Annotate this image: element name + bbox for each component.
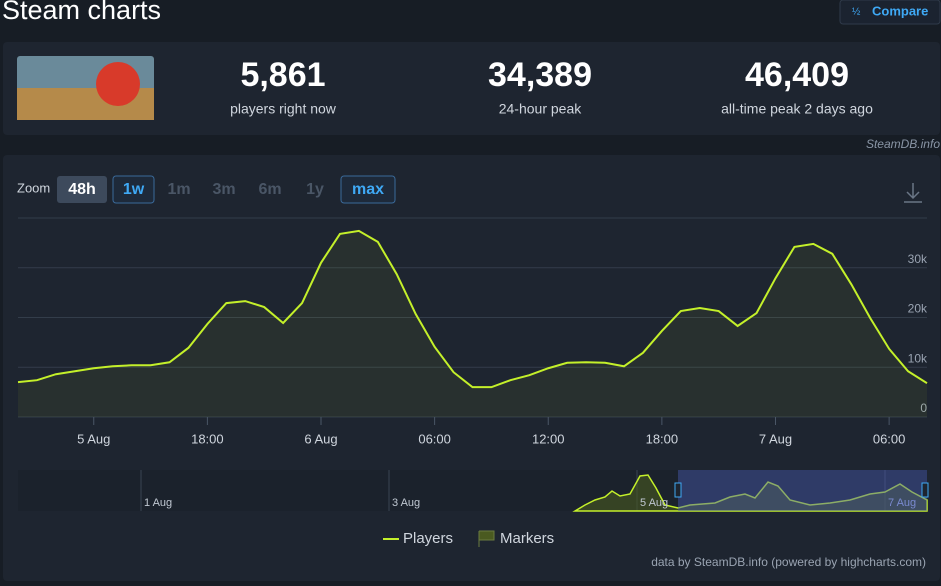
nav-series xyxy=(572,474,928,512)
zoom-label[interactable]: max xyxy=(352,181,384,198)
y-tick-label: 0 xyxy=(920,401,927,415)
zoom-label[interactable]: 48h xyxy=(68,181,96,198)
x-tick-label: 06:00 xyxy=(873,431,906,446)
series-line xyxy=(17,229,928,389)
zoom-button[interactable] xyxy=(340,175,396,204)
zoom-button[interactable] xyxy=(112,175,155,204)
x-tick-label: 7 Aug xyxy=(759,431,792,446)
stat-value: 46,409 xyxy=(745,56,849,94)
nav-handle[interactable] xyxy=(921,482,929,498)
x-tick-label: 18:00 xyxy=(646,431,679,446)
x-tick-label: 18:00 xyxy=(191,431,224,446)
zoom-label[interactable]: 1w xyxy=(123,181,145,198)
stat-value: 34,389 xyxy=(488,56,592,94)
compare-label[interactable]: Compare xyxy=(872,3,928,18)
game-image-logo xyxy=(96,62,140,106)
x-tick-label: 6 Aug xyxy=(304,431,337,446)
x-tick-label: 06:00 xyxy=(418,431,451,446)
nav-label: 3 Aug xyxy=(392,497,420,509)
page-title: Steam charts xyxy=(2,0,161,25)
stat-label: all-time peak 2 days ago xyxy=(721,101,873,117)
credit-bottom: data by SteamDB.info (powered by highcha… xyxy=(651,555,926,569)
compare-button[interactable] xyxy=(839,0,941,25)
series-area xyxy=(18,230,927,417)
stat-label: 24-hour peak xyxy=(499,101,583,117)
zoom-label[interactable]: 6m xyxy=(258,181,281,198)
nav-label: 7 Aug xyxy=(888,497,916,509)
download-icon[interactable] xyxy=(904,183,922,203)
nav-label: 5 Aug xyxy=(640,497,668,509)
zoom-button[interactable] xyxy=(57,176,107,203)
nav-handle[interactable] xyxy=(674,482,682,498)
zoom-label[interactable]: 3m xyxy=(212,181,235,198)
legend-swatch xyxy=(478,530,495,547)
nav-selection[interactable] xyxy=(678,470,927,511)
y-tick-label: 30k xyxy=(908,252,928,266)
legend-item[interactable]: Players xyxy=(403,530,453,547)
stat-value: 5,861 xyxy=(240,56,325,94)
credit-top: SteamDB.info xyxy=(866,137,940,151)
x-tick-label: 5 Aug xyxy=(77,431,110,446)
nav-label: 1 Aug xyxy=(144,497,172,509)
zoom-label[interactable]: 1y xyxy=(306,181,324,198)
compare-icon: ½ xyxy=(852,7,861,18)
stats-panel xyxy=(3,42,940,135)
zoom-label[interactable]: 1m xyxy=(167,181,190,198)
y-tick-label: 20k xyxy=(908,302,928,316)
zoom-label: Zoom xyxy=(17,180,50,195)
legend-item[interactable]: Markers xyxy=(500,530,554,547)
x-tick-label: 12:00 xyxy=(532,431,565,446)
stat-label: players right now xyxy=(230,101,337,117)
y-tick-label: 10k xyxy=(908,351,928,365)
